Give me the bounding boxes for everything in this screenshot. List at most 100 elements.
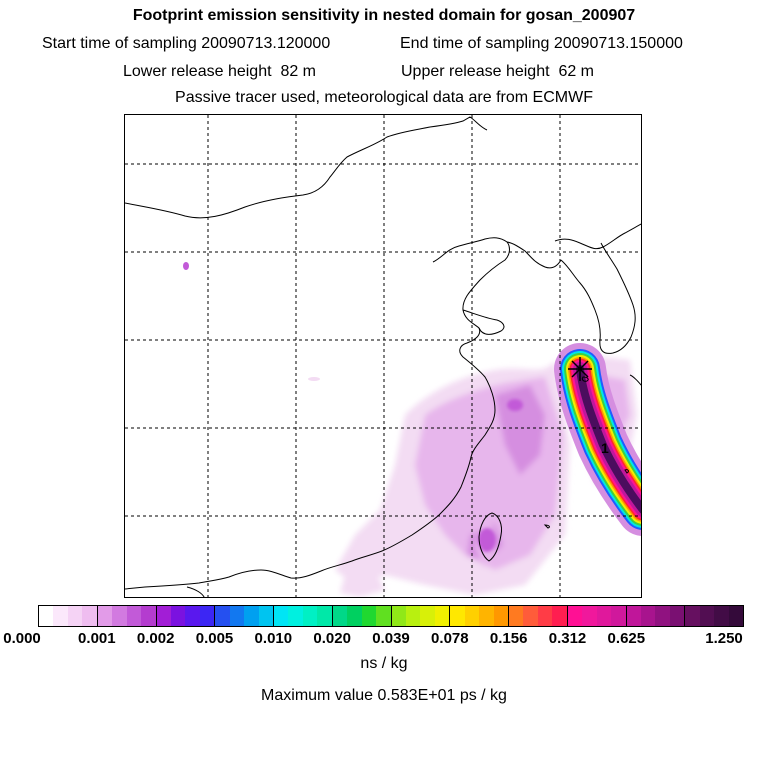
- lower-release-value: 82 m: [280, 63, 317, 80]
- units-label: ns / kg: [360, 655, 408, 672]
- colorbar-tick-label: 0.625: [607, 630, 646, 647]
- colorbar-swatch: [640, 606, 656, 626]
- colorbar-swatch: [156, 606, 171, 626]
- colorbar-swatch: [274, 606, 289, 626]
- colorbar-segment: [39, 606, 98, 626]
- start-time-value: 20090713.120000: [201, 35, 331, 52]
- colorbar-segment: [156, 606, 216, 626]
- colorbar-swatch: [199, 606, 215, 626]
- colorbar-tick-label: 0.078: [431, 630, 469, 647]
- colorbar-swatch: [185, 606, 200, 626]
- colorbar-swatch: [141, 606, 156, 626]
- upper-release-value: 62 m: [558, 63, 595, 80]
- colorbar-swatch: [552, 606, 567, 626]
- colorbar-swatch: [347, 606, 362, 626]
- ryukyu-island: [543, 524, 550, 529]
- colorbar-swatch: [582, 606, 597, 626]
- colorbar-tick-label: 0.312: [548, 630, 587, 647]
- colorbar-swatch: [655, 606, 670, 626]
- sensitivity-patch: [507, 399, 523, 411]
- isolated-patch: [183, 262, 189, 270]
- colorbar-swatch: [302, 606, 318, 626]
- colorbar-swatch: [728, 606, 743, 626]
- colorbar: [38, 605, 744, 627]
- colorbar-tick-label: 0.002: [136, 630, 175, 647]
- taiwan-island: [478, 512, 502, 562]
- colorbar-swatch: [420, 606, 435, 626]
- jeju-island: [581, 376, 589, 382]
- colorbar-swatch: [170, 606, 186, 626]
- colorbar-tick-label: 0.156: [489, 630, 528, 647]
- colorbar-swatch: [126, 606, 142, 626]
- ryukyu-island: [624, 469, 629, 474]
- plume-band: [554, 343, 641, 536]
- colorbar-swatch: [523, 606, 538, 626]
- sensitivity-patch: [340, 570, 385, 597]
- contour-label: 1: [601, 440, 609, 456]
- colorbar-tick-label: 0.000: [3, 630, 41, 647]
- colorbar-segment: [567, 606, 627, 626]
- end-time: End time of sampling 20090713.150000: [400, 34, 683, 54]
- colorbar-tick-label: 0.010: [254, 630, 293, 647]
- colorbar-segment: [215, 606, 274, 626]
- colorbar-segment: [391, 606, 451, 626]
- colorbar-swatch: [596, 606, 612, 626]
- colorbar-swatch: [626, 606, 641, 626]
- colorbar-swatch: [112, 606, 127, 626]
- colorbar-tick-label: 0.001: [78, 630, 116, 647]
- colorbar-tick-label: 0.039: [372, 630, 410, 647]
- mongolia-border: [125, 116, 488, 219]
- colorbar-swatch: [464, 606, 480, 626]
- colorbar-swatch: [39, 606, 54, 626]
- colorbar-swatch: [493, 606, 508, 626]
- korea-china-border: [554, 223, 641, 250]
- footprint-map: 1: [124, 114, 642, 598]
- shandong-coast: [462, 309, 505, 335]
- colorbar-swatch: [611, 606, 626, 626]
- lower-release-height: Lower release height 82 m: [123, 62, 316, 82]
- colorbar-swatch: [685, 606, 700, 626]
- colorbar-swatch: [332, 606, 348, 626]
- colorbar-swatch: [714, 606, 729, 626]
- colorbar-segment: [450, 606, 509, 626]
- kyushu-coast: [629, 374, 641, 386]
- upper-release-label: Upper release height: [401, 63, 550, 80]
- hainan-island: [186, 586, 205, 597]
- colorbar-swatch: [434, 606, 450, 626]
- colorbar-swatch: [82, 606, 97, 626]
- lower-release-label: Lower release height: [123, 63, 272, 80]
- map-canvas: 1: [125, 115, 641, 597]
- colorbar-tick-label: 1.250: [705, 630, 743, 647]
- colorbar-swatch: [509, 606, 524, 626]
- colorbar-swatch: [97, 606, 113, 626]
- colorbar-swatch: [391, 606, 406, 626]
- bohai-coast: [125, 237, 510, 590]
- isolated-patch: [308, 377, 320, 381]
- sensitivity-patch: [495, 385, 545, 475]
- colorbar-segment: [332, 606, 392, 626]
- end-time-value: 20090713.150000: [553, 35, 683, 52]
- colorbar-swatch: [376, 606, 391, 626]
- end-time-label: End time of sampling: [400, 35, 550, 52]
- colorbar-swatch: [405, 606, 421, 626]
- colorbar-segment: [626, 606, 686, 626]
- colorbar-segment: [685, 606, 743, 626]
- colorbar-segment: [509, 606, 568, 626]
- colorbar-swatch: [317, 606, 332, 626]
- colorbar-swatch: [479, 606, 494, 626]
- receptor-star-icon: [568, 357, 592, 381]
- colorbar-swatch: [537, 606, 553, 626]
- coastlines: [125, 116, 641, 597]
- plot-title: Footprint emission sensitivity in nested…: [132, 7, 636, 24]
- colorbar-swatch: [699, 606, 715, 626]
- colorbar-tick-label: 0.020: [313, 630, 351, 647]
- colorbar-swatch: [450, 606, 465, 626]
- tracer-note: Passive tracer used, meteorological data…: [175, 89, 593, 106]
- korea-coast: [560, 242, 636, 354]
- colorbar-swatch: [215, 606, 230, 626]
- upper-release-height: Upper release height 62 m: [401, 62, 594, 82]
- colorbar-tick-label: 0.005: [195, 630, 234, 647]
- start-time: Start time of sampling 20090713.120000: [42, 34, 330, 54]
- start-time-label: Start time of sampling: [42, 35, 197, 52]
- colorbar-swatch: [67, 606, 83, 626]
